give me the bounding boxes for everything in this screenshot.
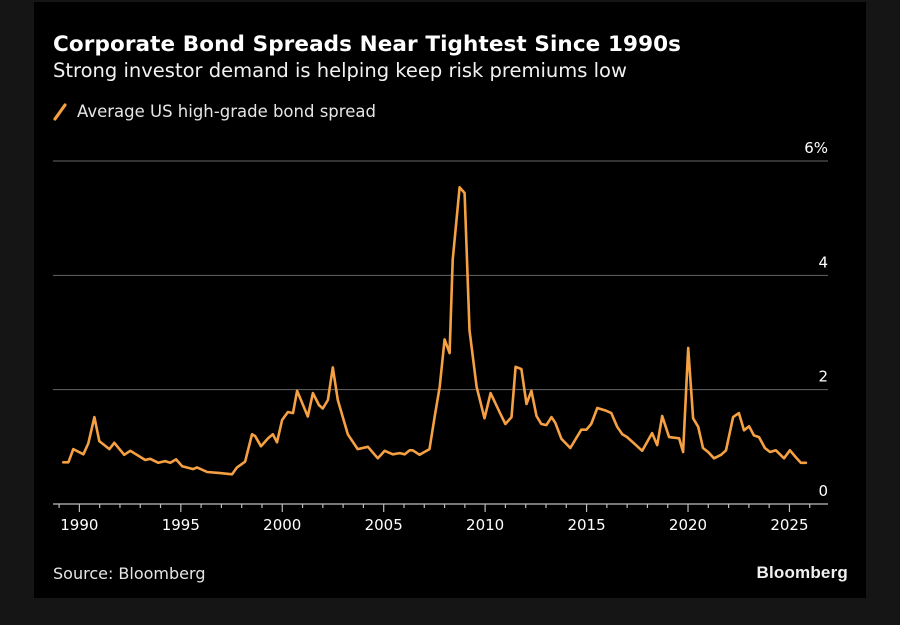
y-axis-labels: 0 2 4 6% (804, 139, 828, 500)
y-tick-label: 0 (818, 482, 828, 500)
y-tick-label: 2 (818, 368, 828, 386)
chart-title: Corporate Bond Spreads Near Tightest Sin… (53, 32, 682, 57)
legend-label: Average US high-grade bond spread (77, 102, 376, 121)
bloomberg-logo: Bloomberg (756, 563, 848, 582)
x-tick-label: 1995 (162, 516, 200, 534)
x-tick-label: 2005 (365, 516, 403, 534)
x-tick-label: 2010 (466, 516, 504, 534)
line-chart: 1990 1995 2000 2005 2010 2015 2020 2025 0 2 4 6% (53, 139, 828, 534)
y-tick-label: 4 (818, 253, 828, 271)
x-tick-label: 2025 (770, 516, 808, 534)
gridlines (53, 160, 828, 391)
chart-subtitle: Strong investor demand is helping keep r… (53, 59, 627, 82)
chart-panel: Corporate Bond Spreads Near Tightest Sin… (34, 2, 866, 598)
x-tick-label: 2000 (263, 516, 301, 534)
orange-line-swatch-icon (53, 102, 67, 121)
series-group (61, 186, 808, 476)
x-axis: 1990 1995 2000 2005 2010 2015 2020 2025 (53, 503, 828, 534)
source-note: Source: Bloomberg (53, 564, 206, 583)
x-tick-label: 1990 (60, 516, 98, 534)
y-tick-label: 6% (804, 139, 828, 157)
series-line (61, 186, 808, 476)
legend: Average US high-grade bond spread (53, 102, 376, 121)
x-tick-label: 2020 (669, 516, 707, 534)
x-tick-label: 2015 (567, 516, 605, 534)
